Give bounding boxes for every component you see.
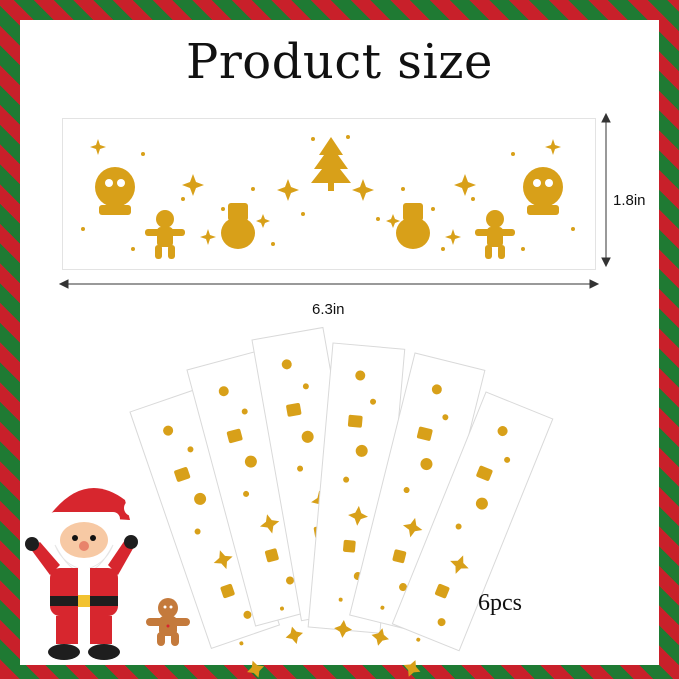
strip-decorations <box>81 135 575 259</box>
star-dots <box>81 135 575 251</box>
snow-globe-icon <box>523 167 563 215</box>
christmas-tree-icon <box>311 137 351 191</box>
sparkle-icon <box>90 139 561 245</box>
snow-globe-icon <box>95 167 135 215</box>
page-title: Product size <box>186 34 493 90</box>
gift-sack-icon <box>221 203 255 249</box>
sticker-strip <box>62 118 596 270</box>
gingerbread-man-icon <box>475 210 515 259</box>
height-label: 1.8in <box>613 192 646 209</box>
gingerbread-man-icon <box>145 210 185 259</box>
strip-piece-6 <box>391 391 554 679</box>
piece-count: 6pcs <box>478 590 522 616</box>
width-label: 6.3in <box>312 301 345 318</box>
gingerbread-man-icon <box>146 598 190 646</box>
gift-sack-icon <box>396 203 430 249</box>
santa-icon <box>25 488 140 660</box>
